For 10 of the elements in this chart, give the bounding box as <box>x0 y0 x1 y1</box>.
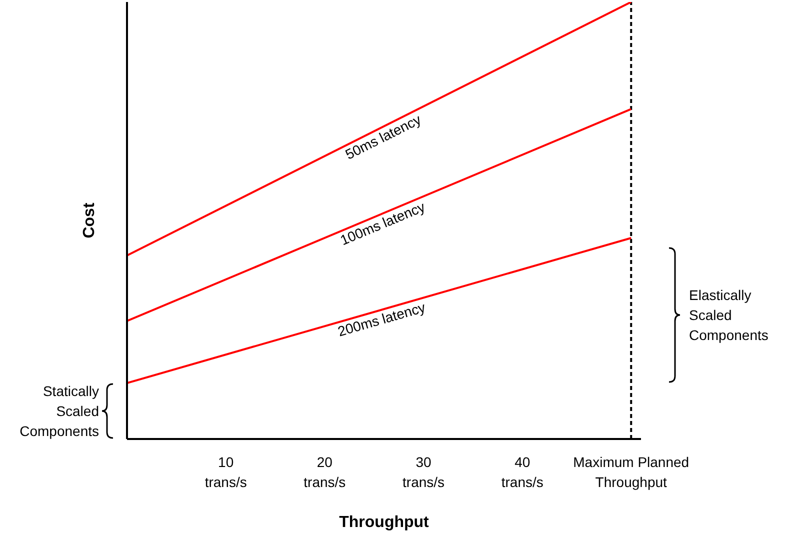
x-tick-label: 30 trans/s <box>402 454 445 490</box>
y-axis-title: Cost <box>81 202 98 238</box>
x-tick-label: Maximum Planned Throughput <box>573 454 690 490</box>
text: Statically Scaled Components <box>20 383 99 439</box>
text: Elastically Scaled Components <box>689 287 768 343</box>
text: 200ms latency <box>336 299 428 340</box>
x-axis-title: Throughput <box>339 514 430 531</box>
x-tick-label: 20 trans/s <box>304 454 346 490</box>
x-tick-label: 10 trans/s <box>204 454 247 490</box>
x-tick-label: 40 trans/s <box>501 454 544 490</box>
